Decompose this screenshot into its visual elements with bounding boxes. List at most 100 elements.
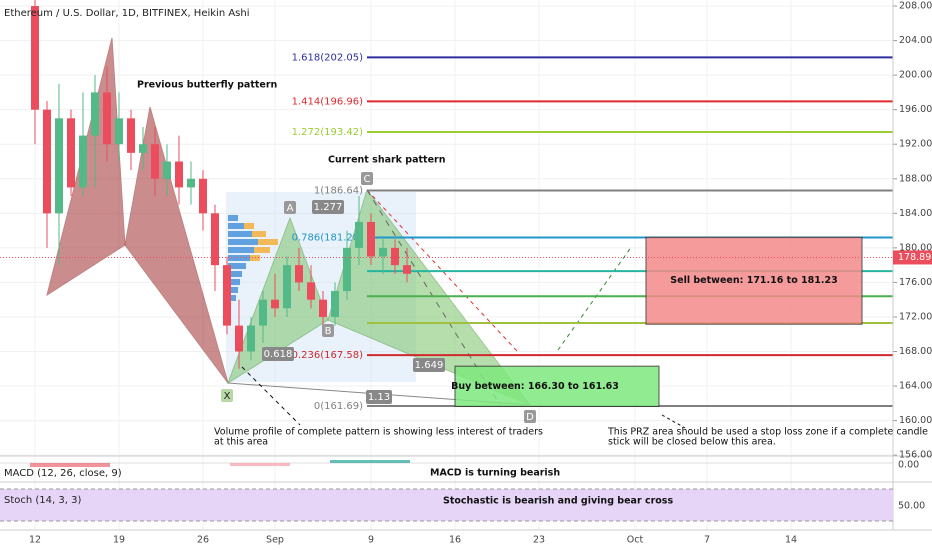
- fib-label: 1.272(193.42): [292, 127, 364, 138]
- macd-pane: MACD (12, 26, close, 9) MACD is turning …: [0, 460, 919, 479]
- candle-body: [139, 144, 147, 153]
- macd-hist: [230, 463, 290, 466]
- projection-line: [557, 245, 633, 351]
- fib-label: 1.414(196.96): [292, 96, 364, 107]
- candle-body: [67, 118, 75, 188]
- y-tick-label: 200.00: [899, 70, 932, 81]
- candle-body: [403, 265, 411, 274]
- candle-body: [295, 265, 303, 283]
- y-tick-label: 208.00: [899, 1, 932, 12]
- stoch-band: [0, 489, 893, 521]
- candle-body: [91, 92, 99, 136]
- pointer-line: [661, 414, 686, 429]
- candle-body: [355, 221, 363, 248]
- candle-body: [259, 299, 267, 326]
- x-tick-label: Sep: [266, 535, 284, 546]
- buy-zone: [454, 365, 660, 408]
- candle-body: [235, 325, 243, 352]
- point-box: [221, 389, 233, 402]
- macd-note: MACD is turning bearish: [430, 468, 560, 479]
- candle-body: [307, 282, 315, 300]
- candle-body: [271, 299, 279, 309]
- last-price-label: 178.89: [898, 252, 931, 263]
- y-tick-label: 176.00: [899, 277, 932, 288]
- candle-body: [115, 118, 123, 145]
- fib-label: 0.786(181.20): [292, 233, 364, 244]
- candle-body: [163, 161, 171, 179]
- buy-zone-label: Buy between: 166.30 to 161.63: [451, 381, 619, 392]
- chart-title: Ethereum / U.S. Dollar, 1D, BITFINEX, He…: [4, 8, 250, 19]
- candle-body: [43, 109, 51, 214]
- candle-body: [211, 213, 219, 266]
- stoch-pane: Stoch (14, 3, 3) Stochastic is bearish a…: [0, 488, 925, 522]
- ratio-box: [262, 347, 294, 361]
- annotation: stick will be closed below this area.: [608, 437, 776, 448]
- point-label: A: [287, 203, 294, 214]
- ratio-label: 1.13: [368, 392, 390, 403]
- pattern-points: X A B C D 1.277 0.618 1.649 1.13: [221, 172, 536, 423]
- candle-body: [127, 118, 135, 153]
- point-label: B: [325, 326, 332, 337]
- candle-body: [55, 118, 63, 214]
- volume-profile-sell: [244, 223, 278, 261]
- y-tick-label: 172.00: [899, 311, 932, 322]
- point-box: [322, 324, 334, 337]
- point-label: D: [526, 412, 534, 423]
- y-tick-label: 204.00: [899, 35, 932, 46]
- butterfly-right: [124, 106, 229, 384]
- point-box: [524, 410, 536, 423]
- stoch-note: Stochastic is bearish and giving bear cr…: [443, 496, 673, 507]
- candle-body: [199, 178, 207, 214]
- candle-body: [391, 247, 399, 266]
- x-tick-label: Oct: [627, 535, 644, 546]
- ratio-box: [312, 200, 344, 214]
- candle-body: [283, 265, 291, 309]
- annotation: Previous butterfly pattern: [137, 80, 278, 91]
- fib-levels: 1.618(202.05) 1.414(196.96) 1.272(193.42) 1…: [292, 52, 893, 412]
- zones: Sell between: 171.16 to 181.23 Buy betwee…: [451, 236, 863, 408]
- candle-body: [79, 135, 87, 188]
- y-tick-label: 156.00: [899, 450, 932, 461]
- stoch-axis-label: 50.00: [898, 501, 925, 512]
- point-label: C: [364, 174, 371, 185]
- last-price-box: [893, 250, 932, 265]
- y-tick-label: 188.00: [899, 173, 932, 184]
- macd-hist: [30, 463, 110, 467]
- volume-profile: [228, 215, 258, 301]
- y-tick-label: 180.00: [899, 242, 932, 253]
- point-box: [284, 201, 296, 214]
- x-tick-label: 19: [113, 535, 125, 546]
- fib-label: 1(186.64): [314, 186, 363, 197]
- ratio-label: 1.649: [415, 360, 444, 371]
- y-tick-label: 192.00: [899, 139, 932, 150]
- candle-body: [175, 161, 183, 188]
- candle-body: [103, 92, 111, 145]
- ratio-box: [413, 358, 445, 372]
- sell-zone-label: Sell between: 171.16 to 181.23: [670, 275, 837, 286]
- ratio-box: [366, 390, 392, 404]
- candles: [31, 0, 411, 369]
- candle-body: [343, 247, 351, 292]
- point-label: X: [224, 391, 231, 402]
- macd-label: MACD (12, 26, close, 9): [4, 468, 122, 479]
- candle-body: [187, 178, 195, 188]
- stoch-label: Stoch (14, 3, 3): [4, 495, 81, 506]
- x-tick-label: 23: [533, 535, 545, 546]
- macd-axis-label: 0.00: [898, 460, 919, 471]
- y-tick-label: 164.00: [899, 381, 932, 392]
- annotation: Volume profile of complete pattern is sh…: [214, 427, 543, 438]
- x-tick-label: 7: [704, 535, 710, 546]
- candle-body: [31, 6, 39, 110]
- fib-label: 1.618(202.05): [292, 52, 364, 63]
- y-tick-label: 168.00: [899, 346, 932, 357]
- candle-body: [379, 247, 387, 257]
- y-tick-label: 184.00: [899, 208, 932, 219]
- x-tick-label: 12: [29, 535, 41, 546]
- candle-body: [367, 221, 375, 257]
- sell-zone: [645, 236, 863, 325]
- projection-line: [366, 189, 519, 353]
- annotation: at this area: [214, 437, 268, 448]
- annotation: This PRZ area should be used a stop loss…: [607, 427, 928, 438]
- x-tick-label: 14: [785, 535, 797, 546]
